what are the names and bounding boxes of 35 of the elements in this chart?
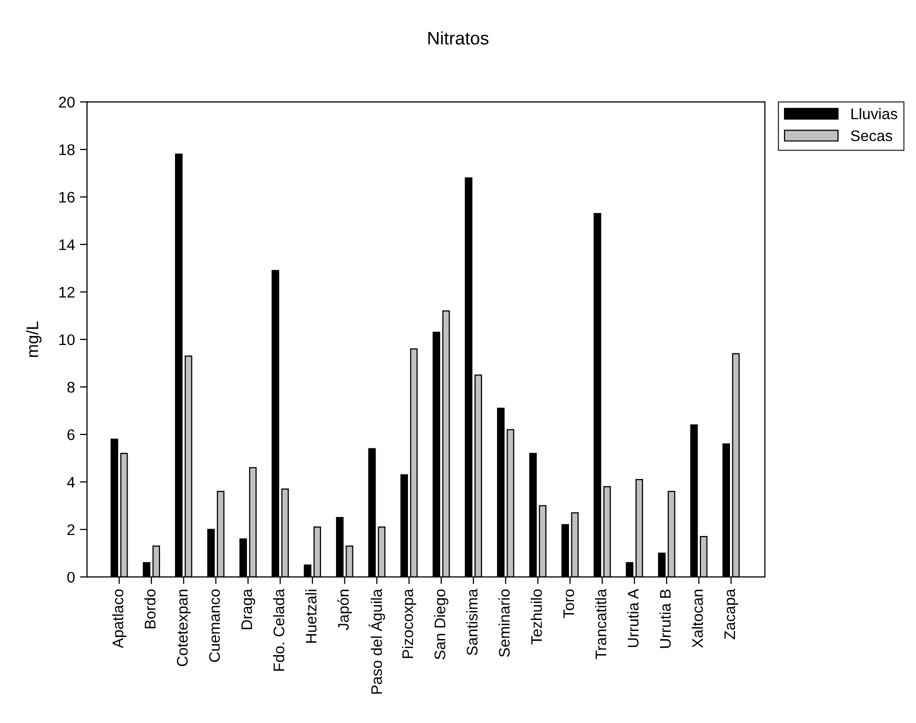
y-tick-label: 8: [67, 382, 75, 393]
y-axis-title: mg/L: [26, 321, 42, 357]
x-tick-label: Urrutia B: [660, 590, 671, 648]
x-tick-label: Urrutia A: [627, 588, 639, 648]
x-tick-label: Paso del Águila: [368, 588, 386, 694]
x-tick-label: Cuemanco: [209, 589, 220, 662]
x-tick-label: Trancatitla: [595, 588, 606, 660]
y-tick-label: 10: [59, 334, 75, 346]
y-tick-label: 12: [59, 286, 74, 298]
legend-label: Secas: [850, 130, 892, 142]
y-tick-label: 4: [67, 476, 75, 488]
y-tick-label: 16: [59, 192, 75, 203]
x-tick-label: Fdo. Celada: [273, 588, 284, 671]
x-tick-label: Tezhuilo: [530, 589, 542, 644]
y-tick-label: 18: [59, 144, 75, 156]
legend-label: Lluvias: [851, 108, 898, 120]
y-tick-label: 2: [67, 524, 74, 535]
x-tick-label: Zacapa: [724, 588, 738, 640]
x-tick-label: Pizocoxpa: [402, 588, 416, 658]
x-tick-label: Bordo: [144, 589, 156, 628]
chart-title: Nitratos: [428, 31, 488, 45]
x-tick-label: Draga: [241, 588, 256, 630]
x-tick-label: San Diego: [434, 589, 448, 660]
y-tick-label: 6: [67, 429, 75, 440]
x-tick-label: Huetzali: [305, 590, 317, 643]
x-tick-label: Toro: [563, 589, 574, 618]
x-tick-label: Apatlaco: [112, 589, 126, 648]
x-tick-label: Santisima: [466, 588, 478, 656]
x-tick-label: Xaltocan: [692, 590, 703, 648]
x-tick-label: Japón: [337, 590, 352, 630]
x-tick-label: Seminario: [498, 589, 510, 657]
x-tick-label: Cotetexpan: [176, 590, 191, 666]
y-tick-label: 0: [67, 572, 75, 583]
y-tick-label: 20: [58, 96, 75, 108]
y-tick-label: 14: [59, 239, 75, 250]
